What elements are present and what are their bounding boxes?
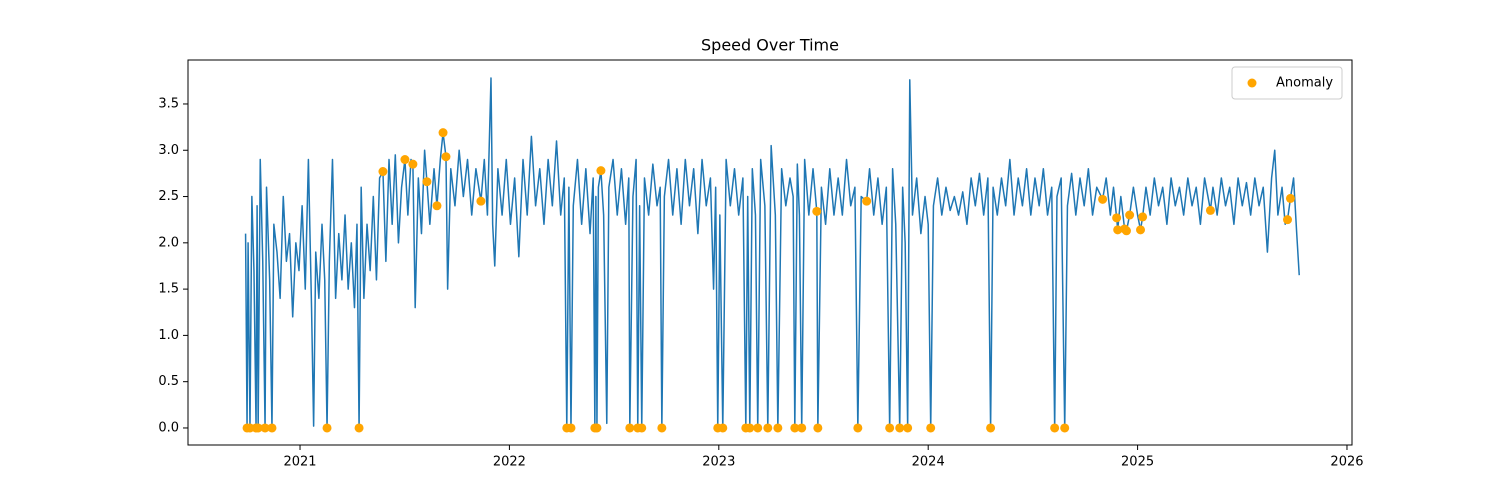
anomaly-point: [657, 423, 667, 433]
anomaly-point: [253, 423, 263, 433]
x-tick-label: 2026: [1330, 455, 1363, 470]
y-tick-label: 1.0: [158, 328, 179, 343]
anomaly-point: [926, 423, 936, 433]
anomaly-point: [1125, 210, 1135, 220]
anomaly-point: [438, 128, 448, 138]
anomaly-point: [637, 423, 647, 433]
anomaly-point: [745, 423, 755, 433]
y-tick-label: 0.0: [158, 420, 179, 435]
anomaly-point: [1060, 423, 1070, 433]
y-tick-label: 0.5: [158, 374, 179, 389]
anomaly-point: [763, 423, 773, 433]
anomaly-point: [1050, 423, 1060, 433]
anomaly-point: [1138, 212, 1148, 222]
anomaly-point: [1098, 194, 1108, 204]
y-tick-label: 3.5: [158, 96, 179, 111]
anomaly-point: [885, 423, 895, 433]
legend-label: Anomaly: [1276, 76, 1333, 91]
anomaly-point: [797, 423, 807, 433]
anomaly-point: [753, 423, 763, 433]
y-tick-label: 2.0: [158, 235, 179, 250]
anomaly-point: [853, 423, 863, 433]
anomaly-point: [1285, 193, 1295, 203]
anomaly-point: [378, 167, 388, 177]
anomaly-point: [1136, 225, 1146, 235]
anomaly-point: [790, 423, 800, 433]
chart-title: Speed Over Time: [701, 36, 839, 55]
anomaly-point: [354, 423, 364, 433]
anomaly-point: [322, 423, 332, 433]
anomaly-point: [895, 423, 905, 433]
anomaly-point: [441, 152, 451, 162]
anomaly-point: [400, 155, 410, 165]
anomaly-point: [813, 423, 823, 433]
x-tick-label: 2023: [702, 455, 735, 470]
anomaly-point: [986, 423, 996, 433]
y-tick-label: 2.5: [158, 189, 179, 204]
anomaly-point: [1112, 213, 1122, 223]
anomaly-point: [566, 423, 576, 433]
anomaly-point: [592, 423, 602, 433]
anomaly-point: [1121, 226, 1131, 236]
anomaly-point: [596, 166, 606, 176]
anomaly-point: [267, 423, 277, 433]
anomaly-point: [773, 423, 783, 433]
x-tick-label: 2025: [1121, 455, 1154, 470]
anomaly-point: [260, 423, 270, 433]
anomaly-point: [812, 206, 822, 216]
anomaly-point: [476, 196, 486, 206]
anomaly-point: [903, 423, 913, 433]
anomaly-point: [422, 177, 432, 187]
anomaly-point: [1283, 215, 1293, 225]
y-tick-label: 3.0: [158, 143, 179, 158]
anomaly-point: [625, 423, 635, 433]
anomaly-point: [1113, 225, 1123, 235]
y-tick-label: 1.5: [158, 282, 179, 297]
x-tick-label: 2024: [912, 455, 945, 470]
anomaly-point: [862, 196, 872, 206]
legend-box: [1231, 66, 1343, 100]
x-tick-label: 2021: [283, 455, 316, 470]
anomaly-point: [1205, 205, 1215, 215]
anomaly-point: [718, 423, 728, 433]
plot-frame: [187, 59, 1353, 446]
anomaly-point: [432, 201, 442, 211]
x-tick-label: 2022: [493, 455, 526, 470]
legend-marker: [1247, 78, 1257, 88]
anomaly-point: [408, 159, 418, 169]
